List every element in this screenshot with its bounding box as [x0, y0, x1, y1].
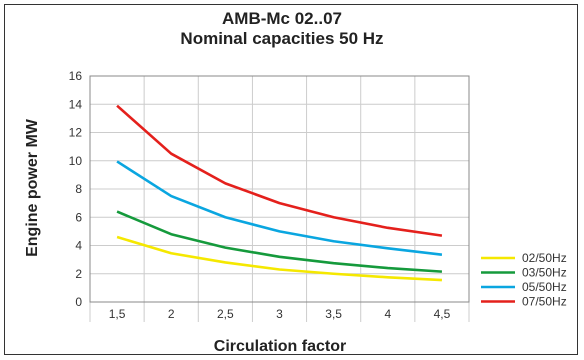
- y-tick-label: 6: [75, 210, 82, 224]
- x-tick-label: 3,5: [325, 307, 342, 321]
- series-line-02-50hz: [116, 235, 442, 282]
- x-tick-label: 2: [168, 307, 175, 321]
- legend-label: 05/50Hz: [522, 280, 567, 294]
- y-axis-label: Engine power MW: [24, 118, 41, 257]
- y-tick-label: 4: [75, 239, 82, 253]
- y-tick-label: 16: [69, 69, 83, 83]
- series-lines: [116, 104, 443, 282]
- chart-subtitle: Nominal capacities 50 Hz: [180, 29, 383, 48]
- y-axis-ticks: 0 2 4 6 8 10 12 14 16: [69, 69, 83, 309]
- legend-label: 07/50Hz: [522, 295, 567, 309]
- y-tick-label: 2: [75, 267, 82, 281]
- grid: [89, 75, 470, 322]
- x-tick-label: 1,5: [109, 307, 126, 321]
- legend-label: 03/50Hz: [522, 266, 567, 280]
- plot-area: [89, 75, 470, 303]
- series-line-03-50hz: [116, 210, 443, 273]
- y-tick-label: 8: [75, 182, 82, 196]
- chart-title: AMB-Mc 02..07: [222, 9, 342, 28]
- x-tick-label: 2,5: [217, 307, 234, 321]
- y-tick-label: 0: [75, 295, 82, 309]
- series-line-05-50hz: [116, 160, 443, 256]
- x-axis-label: Circulation factor: [214, 338, 346, 355]
- x-tick-label: 3: [276, 307, 283, 321]
- y-tick-label: 12: [69, 126, 83, 140]
- y-tick-label: 14: [69, 97, 83, 111]
- x-tick-label: 4,5: [434, 307, 451, 321]
- y-tick-label: 10: [69, 154, 83, 168]
- x-tick-label: 4: [384, 307, 391, 321]
- chart-frame: [4, 4, 578, 355]
- x-axis-ticks: 1,5 2 2,5 3 3,5 4 4,5: [109, 307, 451, 321]
- series-line-07-50hz: [116, 104, 443, 237]
- legend-label: 02/50Hz: [522, 251, 567, 265]
